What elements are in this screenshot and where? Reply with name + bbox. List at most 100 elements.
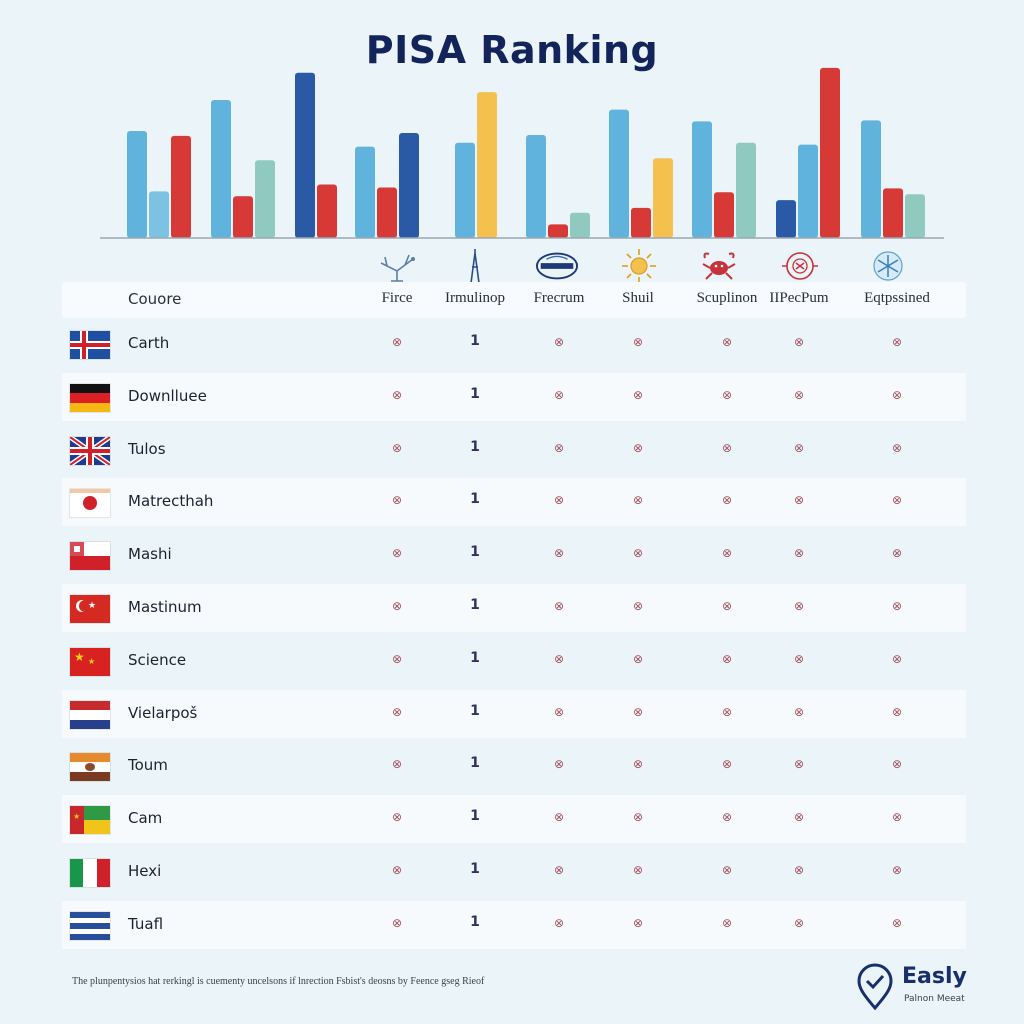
bar-group-1-bar-2 bbox=[149, 191, 169, 238]
flag-icon bbox=[70, 384, 110, 412]
table-cell: 1 bbox=[470, 386, 480, 402]
column-header-country: Couore bbox=[128, 290, 182, 308]
table-cell: ⊗ bbox=[891, 599, 903, 613]
bar-group-10-bar-3 bbox=[905, 194, 925, 238]
table-cell: ⊗ bbox=[632, 652, 644, 666]
table-cell: ⊗ bbox=[891, 863, 903, 877]
bar-group-3-bar-1 bbox=[295, 72, 315, 238]
table-cell: ⊗ bbox=[632, 705, 644, 719]
table-cell: ⊗ bbox=[553, 916, 565, 930]
table-cell: ⊗ bbox=[553, 493, 565, 507]
table-cell: ⊗ bbox=[721, 863, 733, 877]
table-cell: ⊗ bbox=[553, 652, 565, 666]
tower-icon bbox=[453, 244, 497, 288]
country-name: Cam bbox=[128, 809, 163, 827]
table-cell: 1 bbox=[470, 333, 480, 349]
bar-group-5-bar-1 bbox=[455, 142, 475, 238]
bar-group-6-bar-1 bbox=[526, 134, 546, 238]
table-cell: ⊗ bbox=[891, 652, 903, 666]
country-name: Carth bbox=[128, 334, 170, 352]
footnote: The plunpentysios hat rerkingl is cuemen… bbox=[72, 976, 485, 987]
bar-group-3-bar-2 bbox=[317, 184, 337, 238]
bar-group-2-bar-1 bbox=[211, 99, 231, 238]
table-cell: ⊗ bbox=[553, 599, 565, 613]
table-cell: 1 bbox=[470, 861, 480, 877]
table-cell: ⊗ bbox=[632, 810, 644, 824]
logo-name: Easly bbox=[902, 964, 967, 989]
table-row: Vielarpoš ⊗ 1 ⊗ ⊗ ⊗ ⊗ ⊗ bbox=[62, 690, 966, 738]
table-cell: ⊗ bbox=[721, 757, 733, 771]
table-cell: ⊗ bbox=[632, 863, 644, 877]
target-icon bbox=[778, 244, 822, 288]
table-cell: ⊗ bbox=[632, 441, 644, 455]
bar-group-7-bar-3 bbox=[653, 158, 673, 238]
column-header-1: Firce bbox=[381, 290, 413, 306]
table-cell: ⊗ bbox=[891, 388, 903, 402]
table-cell: 1 bbox=[470, 439, 480, 455]
flag-icon bbox=[70, 753, 110, 781]
table-cell: ⊗ bbox=[891, 810, 903, 824]
tree-icon bbox=[375, 244, 419, 288]
table-cell: 1 bbox=[470, 650, 480, 666]
table-cell: ⊗ bbox=[391, 757, 403, 771]
table-cell: ⊗ bbox=[632, 916, 644, 930]
table-row: Carth ⊗ 1 ⊗ ⊗ ⊗ ⊗ ⊗ bbox=[62, 320, 966, 368]
table-cell: ⊗ bbox=[721, 599, 733, 613]
bar-group-4-bar-2 bbox=[377, 187, 397, 238]
flag-icon bbox=[70, 701, 110, 729]
table-cell: ⊗ bbox=[632, 757, 644, 771]
table-cell: ⊗ bbox=[891, 546, 903, 560]
flag-icon bbox=[70, 489, 110, 517]
table-cell: ⊗ bbox=[721, 652, 733, 666]
table-cell: ⊗ bbox=[553, 335, 565, 349]
table-cell: 1 bbox=[470, 755, 480, 771]
flag-icon: ★ bbox=[70, 806, 110, 834]
bar-group-9-bar-1 bbox=[776, 200, 796, 238]
table-cell: ⊗ bbox=[391, 810, 403, 824]
country-name: Tulos bbox=[128, 440, 166, 458]
map-pin-check-icon bbox=[857, 963, 893, 1011]
column-header-6: IIPecPum bbox=[769, 290, 829, 306]
table-cell: ⊗ bbox=[793, 388, 805, 402]
table-cell: ⊗ bbox=[553, 757, 565, 771]
table-cell: 1 bbox=[470, 703, 480, 719]
table-cell: ⊗ bbox=[553, 388, 565, 402]
bar-group-8-bar-1 bbox=[692, 121, 712, 238]
table-cell: ⊗ bbox=[553, 705, 565, 719]
flag-icon bbox=[70, 437, 110, 465]
flag-icon: ★ ★ bbox=[70, 648, 110, 676]
table-cell: ⊗ bbox=[891, 441, 903, 455]
bar-group-4-bar-3 bbox=[399, 133, 419, 238]
country-name: Matrecthah bbox=[128, 492, 214, 510]
table-cell: ⊗ bbox=[632, 493, 644, 507]
table-cell: ⊗ bbox=[793, 810, 805, 824]
bar-group-7-bar-2 bbox=[631, 207, 651, 238]
table-cell: ⊗ bbox=[891, 916, 903, 930]
table-row: Tulos ⊗ 1 ⊗ ⊗ ⊗ ⊗ ⊗ bbox=[62, 426, 966, 474]
crab-icon bbox=[697, 244, 741, 288]
table-cell: ⊗ bbox=[891, 335, 903, 349]
chart-title: PISA Ranking bbox=[365, 28, 659, 72]
table-cell: ⊗ bbox=[632, 546, 644, 560]
flag-icon bbox=[70, 542, 110, 570]
table-cell: ⊗ bbox=[632, 335, 644, 349]
table-row: Mashi ⊗ 1 ⊗ ⊗ ⊗ ⊗ ⊗ bbox=[62, 531, 966, 579]
table-cell: ⊗ bbox=[391, 335, 403, 349]
table-cell: ⊗ bbox=[632, 388, 644, 402]
table-row: Downlluee ⊗ 1 ⊗ ⊗ ⊗ ⊗ ⊗ bbox=[62, 373, 966, 421]
table-cell: ⊗ bbox=[721, 546, 733, 560]
table-cell: 1 bbox=[470, 808, 480, 824]
table-cell: ⊗ bbox=[553, 810, 565, 824]
flag-icon bbox=[70, 912, 110, 940]
table-cell: 1 bbox=[470, 597, 480, 613]
table-cell: ⊗ bbox=[391, 916, 403, 930]
bar-group-7-bar-1 bbox=[609, 109, 629, 239]
table-row: Matrecthah ⊗ 1 ⊗ ⊗ ⊗ ⊗ ⊗ bbox=[62, 478, 966, 526]
table-cell: ⊗ bbox=[793, 335, 805, 349]
table-cell: ⊗ bbox=[391, 493, 403, 507]
table-cell: ⊗ bbox=[793, 441, 805, 455]
table-cell: ⊗ bbox=[391, 705, 403, 719]
country-name: Downlluee bbox=[128, 387, 207, 405]
table-cell: ⊗ bbox=[793, 652, 805, 666]
sun-icon bbox=[617, 244, 661, 288]
